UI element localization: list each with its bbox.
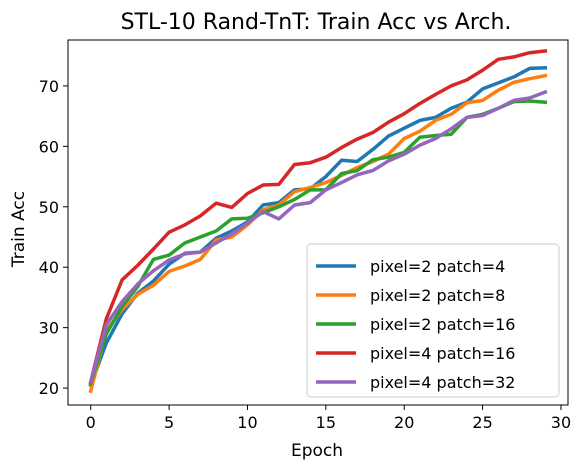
y-tick-label: 20 (39, 379, 59, 398)
legend-label: pixel=2 patch=4 (370, 257, 505, 276)
x-tick-label: 5 (164, 413, 174, 432)
y-tick-label: 60 (39, 137, 59, 156)
x-axis-ticks: 0 5 10 15 20 25 30 (86, 405, 571, 432)
x-tick-label: 0 (86, 413, 96, 432)
plot-lines (88, 48, 548, 394)
x-tick-label: 20 (394, 413, 414, 432)
x-tick-label: 15 (316, 413, 336, 432)
y-tick-label: 50 (39, 198, 59, 217)
x-tick-label: 25 (472, 413, 492, 432)
legend: pixel=2 patch=4 pixel=2 patch=8 pixel=2 pa… (306, 243, 560, 398)
x-tick-label: 30 (551, 413, 571, 432)
legend-label: pixel=4 patch=16 (370, 344, 515, 363)
y-tick-label: 70 (39, 77, 59, 96)
y-axis-label: Train Acc (9, 191, 29, 268)
series-line-4 (88, 89, 548, 385)
y-tick-label: 30 (39, 319, 59, 338)
plot-frame (67, 39, 569, 406)
series-line-3 (88, 48, 548, 385)
legend-label: pixel=2 patch=8 (370, 286, 505, 305)
x-tick-label: 10 (237, 413, 257, 432)
series-line-1 (88, 73, 548, 394)
y-tick-label: 40 (39, 258, 59, 277)
legend-label: pixel=2 patch=16 (370, 315, 515, 334)
legend-label: pixel=4 patch=32 (370, 373, 515, 392)
y-axis-ticks: 20 30 40 50 60 70 (39, 77, 68, 398)
legend-box (306, 243, 560, 398)
x-axis-label: Epoch (291, 441, 343, 461)
series-line-0 (88, 65, 548, 388)
chart-title: STL-10 Rand-TnT: Train Acc vs Arch. (121, 10, 512, 35)
